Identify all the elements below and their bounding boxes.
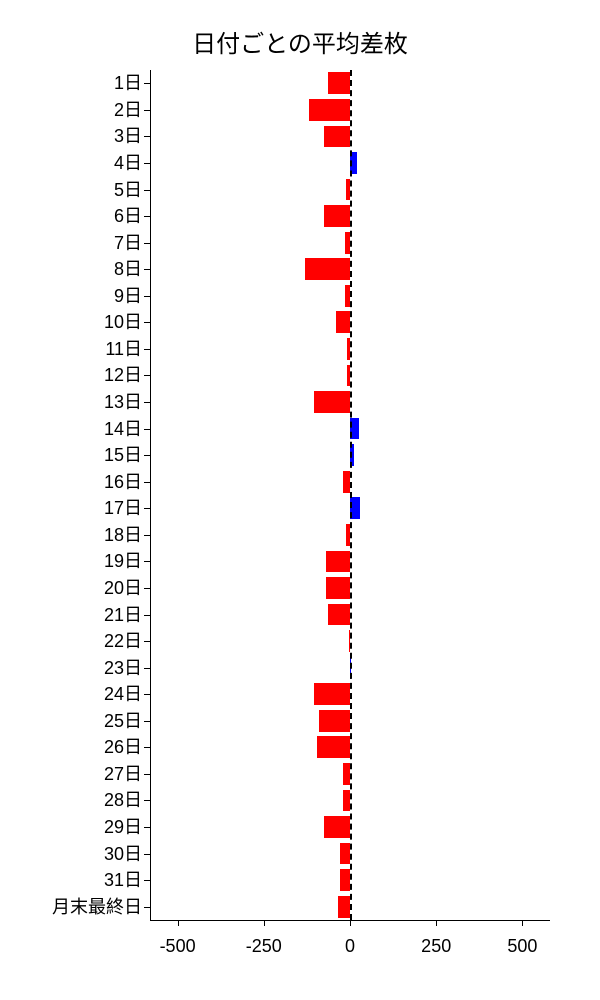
bar xyxy=(324,205,350,227)
y-axis-tick xyxy=(144,535,150,536)
y-axis-label: 4日 xyxy=(114,154,142,172)
bar xyxy=(343,471,350,493)
y-axis-line xyxy=(150,70,151,920)
y-axis-tick xyxy=(144,429,150,430)
x-axis-label: -500 xyxy=(160,936,196,957)
bar xyxy=(309,99,350,121)
bar xyxy=(336,311,350,333)
y-axis-tick xyxy=(144,402,150,403)
y-axis-tick xyxy=(144,216,150,217)
y-axis-tick xyxy=(144,349,150,350)
y-axis-tick xyxy=(144,322,150,323)
y-axis-tick xyxy=(144,747,150,748)
x-axis-tick xyxy=(522,920,523,926)
y-axis-tick xyxy=(144,296,150,297)
y-axis-label: 6日 xyxy=(114,207,142,225)
x-axis-tick xyxy=(436,920,437,926)
y-axis-tick xyxy=(144,615,150,616)
y-axis-tick xyxy=(144,508,150,509)
y-axis-tick xyxy=(144,110,150,111)
bar xyxy=(338,896,350,918)
bar xyxy=(343,790,350,812)
y-axis-tick xyxy=(144,455,150,456)
y-axis-tick xyxy=(144,694,150,695)
y-axis-label: 19日 xyxy=(104,552,142,570)
bar xyxy=(326,577,350,599)
y-axis-tick xyxy=(144,907,150,908)
x-axis-tick xyxy=(264,920,265,926)
x-axis-label: 250 xyxy=(421,936,451,957)
y-axis-tick xyxy=(144,163,150,164)
y-axis-label: 11日 xyxy=(105,340,142,358)
x-axis-tick xyxy=(178,920,179,926)
y-axis-label: 18日 xyxy=(104,526,142,544)
bar xyxy=(324,816,350,838)
y-axis-tick xyxy=(144,668,150,669)
y-axis-label: 27日 xyxy=(104,765,142,783)
y-axis-tick xyxy=(144,561,150,562)
y-axis-label: 25日 xyxy=(104,712,142,730)
y-axis-label: 13日 xyxy=(104,393,142,411)
bar xyxy=(314,391,350,413)
y-axis-tick xyxy=(144,774,150,775)
y-axis-tick xyxy=(144,482,150,483)
y-axis-label: 12日 xyxy=(104,366,142,384)
y-axis-label: 8日 xyxy=(114,260,142,278)
bar xyxy=(343,763,350,785)
y-axis-label: 30日 xyxy=(104,845,142,863)
chart-title: 日付ごとの平均差枚 xyxy=(192,24,408,59)
y-axis-label: 9日 xyxy=(114,287,142,305)
bar xyxy=(326,551,350,573)
chart-container: 日付ごとの平均差枚 1日 2日 3日 4日 5日 6日 7日 8日 9日 10日 11日 12日 13日… xyxy=(0,0,600,1000)
zero-reference-line xyxy=(350,70,352,920)
bar xyxy=(340,843,350,865)
bar xyxy=(340,869,350,891)
y-axis-tick xyxy=(144,800,150,801)
y-axis-tick xyxy=(144,827,150,828)
y-axis-tick xyxy=(144,269,150,270)
y-axis-label: 10日 xyxy=(104,313,142,331)
y-axis-tick xyxy=(144,880,150,881)
bar xyxy=(317,736,350,758)
y-axis-label: 3日 xyxy=(114,127,142,145)
x-axis-label: 0 xyxy=(345,936,355,957)
y-axis-label: 31日 xyxy=(104,871,142,889)
y-axis-label: 28日 xyxy=(104,791,142,809)
bar xyxy=(305,258,350,280)
y-axis-label: 14日 xyxy=(104,420,142,438)
y-axis-label: 20日 xyxy=(104,579,142,597)
x-axis-label: 500 xyxy=(507,936,537,957)
y-axis-label: 16日 xyxy=(104,473,142,491)
y-axis-tick xyxy=(144,136,150,137)
y-axis-label: 21日 xyxy=(104,606,142,624)
y-axis-label: 1日 xyxy=(114,74,142,92)
bar xyxy=(328,604,350,626)
y-axis-label: 29日 xyxy=(104,818,142,836)
x-axis-tick xyxy=(350,920,351,926)
y-axis-tick xyxy=(144,721,150,722)
y-axis-tick xyxy=(144,588,150,589)
y-axis-label: 2日 xyxy=(114,101,142,119)
y-axis-label: 23日 xyxy=(104,659,142,677)
bar xyxy=(328,72,350,94)
y-axis-tick xyxy=(144,641,150,642)
y-axis-tick xyxy=(144,375,150,376)
y-axis-label: 22日 xyxy=(104,632,142,650)
y-axis-label: 17日 xyxy=(104,499,142,517)
x-axis-label: -250 xyxy=(246,936,282,957)
bar xyxy=(324,126,350,148)
y-axis-label: 5日 xyxy=(114,181,142,199)
y-axis-tick xyxy=(144,854,150,855)
y-axis-tick xyxy=(144,190,150,191)
bar xyxy=(314,683,350,705)
y-axis-label: 月末最終日 xyxy=(52,898,142,916)
bar xyxy=(319,710,350,732)
y-axis-tick xyxy=(144,83,150,84)
y-axis-label: 24日 xyxy=(104,685,142,703)
y-axis-label: 15日 xyxy=(104,446,142,464)
y-axis-tick xyxy=(144,243,150,244)
y-axis-label: 7日 xyxy=(114,234,142,252)
y-axis-label: 26日 xyxy=(104,738,142,756)
